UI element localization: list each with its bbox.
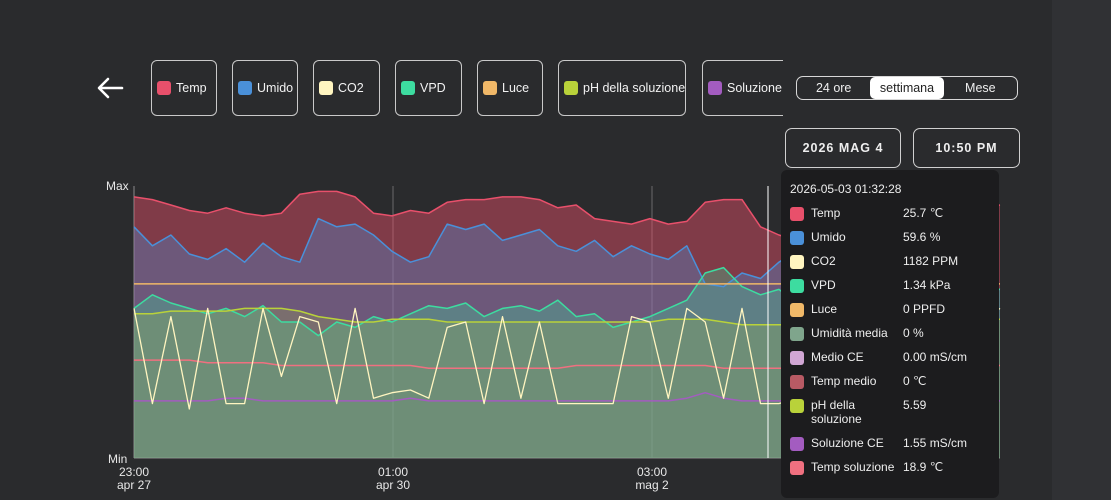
tooltip-swatch: [790, 351, 804, 365]
tooltip-swatch: [790, 375, 804, 389]
tooltip-value: 18.9 ℃: [903, 460, 944, 474]
range-option-24h[interactable]: 24 ore: [815, 81, 852, 95]
tooltip-label: Luce: [811, 302, 838, 316]
legend-chip-co2[interactable]: CO2: [313, 60, 380, 116]
tooltip-swatch: [790, 461, 804, 475]
x-tick-time: 01:00: [378, 465, 408, 479]
legend-swatch: [319, 81, 333, 95]
legend-swatch: [238, 81, 252, 95]
date-picker-button[interactable]: 2026 MAG 4: [785, 128, 901, 168]
tooltip-value: 1.55 mS/cm: [903, 436, 968, 450]
tooltip-label: Soluzione CE: [811, 436, 884, 450]
tooltip-swatch: [790, 399, 804, 413]
tooltip-value: 0 PPFD: [903, 302, 946, 316]
y-axis-min-label: Min: [108, 452, 127, 466]
x-tick-date: mag 2: [635, 478, 669, 492]
tooltip-value: 25.7 ℃: [903, 206, 944, 220]
back-arrow-icon[interactable]: [96, 76, 124, 100]
tooltip-label: Medio CE: [811, 350, 864, 364]
tooltip-swatch: [790, 231, 804, 245]
legend-swatch: [401, 81, 415, 95]
x-tick-date: apr 27: [117, 478, 151, 492]
legend-chip-temp[interactable]: Temp: [151, 60, 217, 116]
tooltip-timestamp: 2026-05-03 01:32:28: [790, 182, 902, 196]
tooltip-value: 0 %: [903, 326, 924, 340]
range-selector[interactable]: 24 ore settimana Mese: [796, 76, 1018, 100]
tooltip-swatch: [790, 255, 804, 269]
tooltip-label: Umidità media: [811, 326, 888, 340]
tooltip-label: Temp: [811, 206, 841, 220]
tooltip-swatch: [790, 207, 804, 221]
x-tick-date: apr 30: [376, 478, 410, 492]
y-axis-max-label: Max: [106, 179, 129, 193]
right-panel: [1052, 0, 1111, 500]
tooltip-label: Temp soluzione: [811, 460, 895, 474]
legend-chip-umido[interactable]: Umido: [232, 60, 298, 116]
data-tooltip: 2026-05-03 01:32:28 Temp 25.7 ℃ Umido 59.6 …: [781, 170, 999, 498]
legend-chip-luce[interactable]: Luce: [477, 60, 543, 116]
legend-label: Umido: [257, 81, 294, 95]
legend-chip-ph[interactable]: pH della soluzione: [558, 60, 686, 116]
tooltip-value: 1.34 kPa: [903, 278, 951, 292]
legend-label: pH della soluzione: [583, 81, 686, 95]
tooltip-value: 5.59: [903, 398, 927, 412]
tooltip-value: 0.00 mS/cm: [903, 350, 968, 364]
legend-chip-vpd[interactable]: VPD: [395, 60, 462, 116]
time-picker-button[interactable]: 10:50 PM: [913, 128, 1020, 168]
legend-label: Soluzione CE: [727, 81, 783, 95]
x-tick-time: 23:00: [119, 465, 149, 479]
tooltip-value: 59.6 %: [903, 230, 941, 244]
legend-swatch: [157, 81, 171, 95]
legend-label: Luce: [502, 81, 530, 95]
range-option-month[interactable]: Mese: [965, 81, 996, 95]
legend-label: CO2: [338, 81, 364, 95]
tooltip-swatch: [790, 279, 804, 293]
legend-swatch: [564, 81, 578, 95]
legend-chip-soluzione-ce[interactable]: Soluzione CE: [702, 60, 783, 116]
tooltip-label: pH della soluzione: [811, 398, 862, 426]
tooltip-label: Umido: [811, 230, 846, 244]
legend-chips[interactable]: Temp Umido CO2 VPD Luce pH della soluzio…: [151, 60, 783, 118]
tooltip-value: 1182 PPM: [903, 254, 959, 268]
tooltip-value: 0 ℃: [903, 374, 927, 388]
tooltip-label: VPD: [811, 278, 836, 292]
range-option-week[interactable]: settimana: [870, 77, 944, 99]
tooltip-swatch: [790, 437, 804, 451]
legend-label: VPD: [420, 81, 446, 95]
tooltip-label: Temp medio: [811, 374, 877, 388]
tooltip-swatch: [790, 327, 804, 341]
x-tick-time: 03:00: [637, 465, 667, 479]
legend-swatch: [483, 81, 497, 95]
tooltip-swatch: [790, 303, 804, 317]
legend-swatch: [708, 81, 722, 95]
tooltip-label: CO2: [811, 254, 836, 268]
legend-label: Temp: [176, 81, 207, 95]
